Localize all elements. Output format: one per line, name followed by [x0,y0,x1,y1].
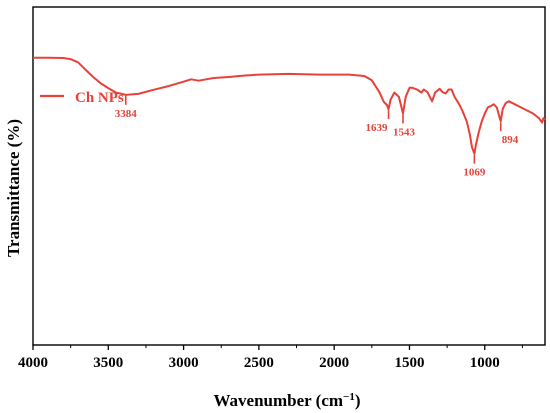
plot-frame [32,6,546,346]
x-axis-title-end: ) [355,391,361,410]
x-tick-label-2000: 2000 [319,355,349,371]
x-tick-label-1500: 1500 [394,355,424,371]
plot-area [32,6,546,346]
peak-label-1543: 1543 [393,126,416,138]
peak-label-3384: 3384 [115,108,138,120]
x-tick-label-2500: 2500 [244,355,274,371]
x-axis-ticks: 4000 3500 3000 2500 2000 1500 1000 [18,345,523,371]
x-tick-label-4000: 4000 [18,355,48,371]
x-axis-title: Wavenumber (cm−1) [214,391,361,410]
series-marks: 3384 1639 1543 1069 894 [33,56,546,179]
peak-label-1069: 1069 [463,167,486,179]
x-tick-label-3000: 3000 [169,355,199,371]
legend: Ch NPs [40,90,124,106]
peak-label-1639: 1639 [366,122,389,134]
peak-label-894: 894 [502,134,519,146]
y-axis-title: Transmittance (%) [4,119,23,257]
x-axis-title-superscript: −1 [343,391,355,403]
legend-label-ch-nps: Ch NPs [75,90,124,106]
x-tick-label-3500: 3500 [93,355,123,371]
series-line-ch-nps [33,56,546,155]
x-tick-label-1000: 1000 [470,355,500,371]
